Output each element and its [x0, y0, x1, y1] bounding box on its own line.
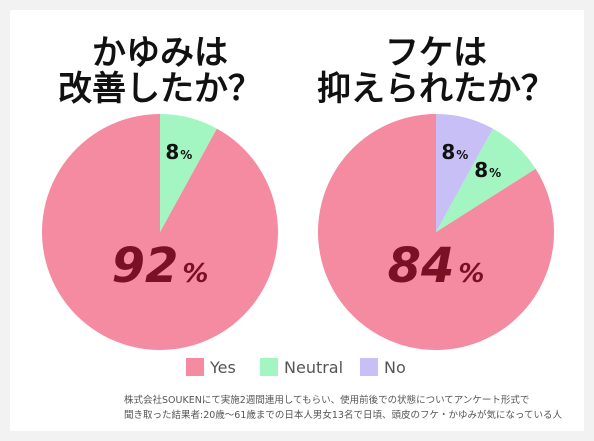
chart-1-title-line-1: かゆみは [92, 33, 228, 73]
legend: Yes Neutral No [186, 358, 406, 377]
legend-label-neutral: Neutral [284, 358, 343, 377]
pie-2-label-yes: 84% [388, 238, 485, 294]
pie-2-slice-yes [318, 113, 555, 350]
legend-swatch-no [360, 358, 378, 376]
chart-2-title-line-2: 抑えられたか？ [317, 69, 555, 109]
pie-chart-2: 84 % 8%8% [318, 113, 555, 350]
pie-2-slice-neutral [436, 128, 536, 232]
legend-label-yes: Yes [209, 358, 236, 377]
pie-2-slice-no [436, 114, 493, 232]
pie-1-slice-neutral [160, 114, 217, 232]
legend-swatch-neutral [260, 358, 278, 376]
pie-1-label-yes: 92% [112, 238, 209, 294]
pie-1-slice-yes [41, 114, 278, 350]
footnote-line-2: 聞き取った結果者:20歳〜61歳までの日本人男女13名で日頃、頭皮のフケ・かゆみ… [124, 409, 562, 421]
footnote-line-1: 株式会社SOUKENにて実施2週間連用してもらい、使用前後での状態についてアンケ… [124, 394, 529, 406]
legend-label-no: No [384, 358, 406, 377]
pie-2-label-no: 8% [441, 140, 468, 164]
pie-2-label-neutral: 8% [474, 158, 501, 182]
chart-1-title-line-2: 改善したか？ [58, 69, 262, 109]
pie-chart-1: 92 % 8% [41, 114, 278, 350]
legend-swatch-yes [186, 358, 204, 376]
pie-1-label-neutral: 8% [165, 140, 192, 164]
chart-2-title-line-1: フケは [385, 33, 487, 73]
